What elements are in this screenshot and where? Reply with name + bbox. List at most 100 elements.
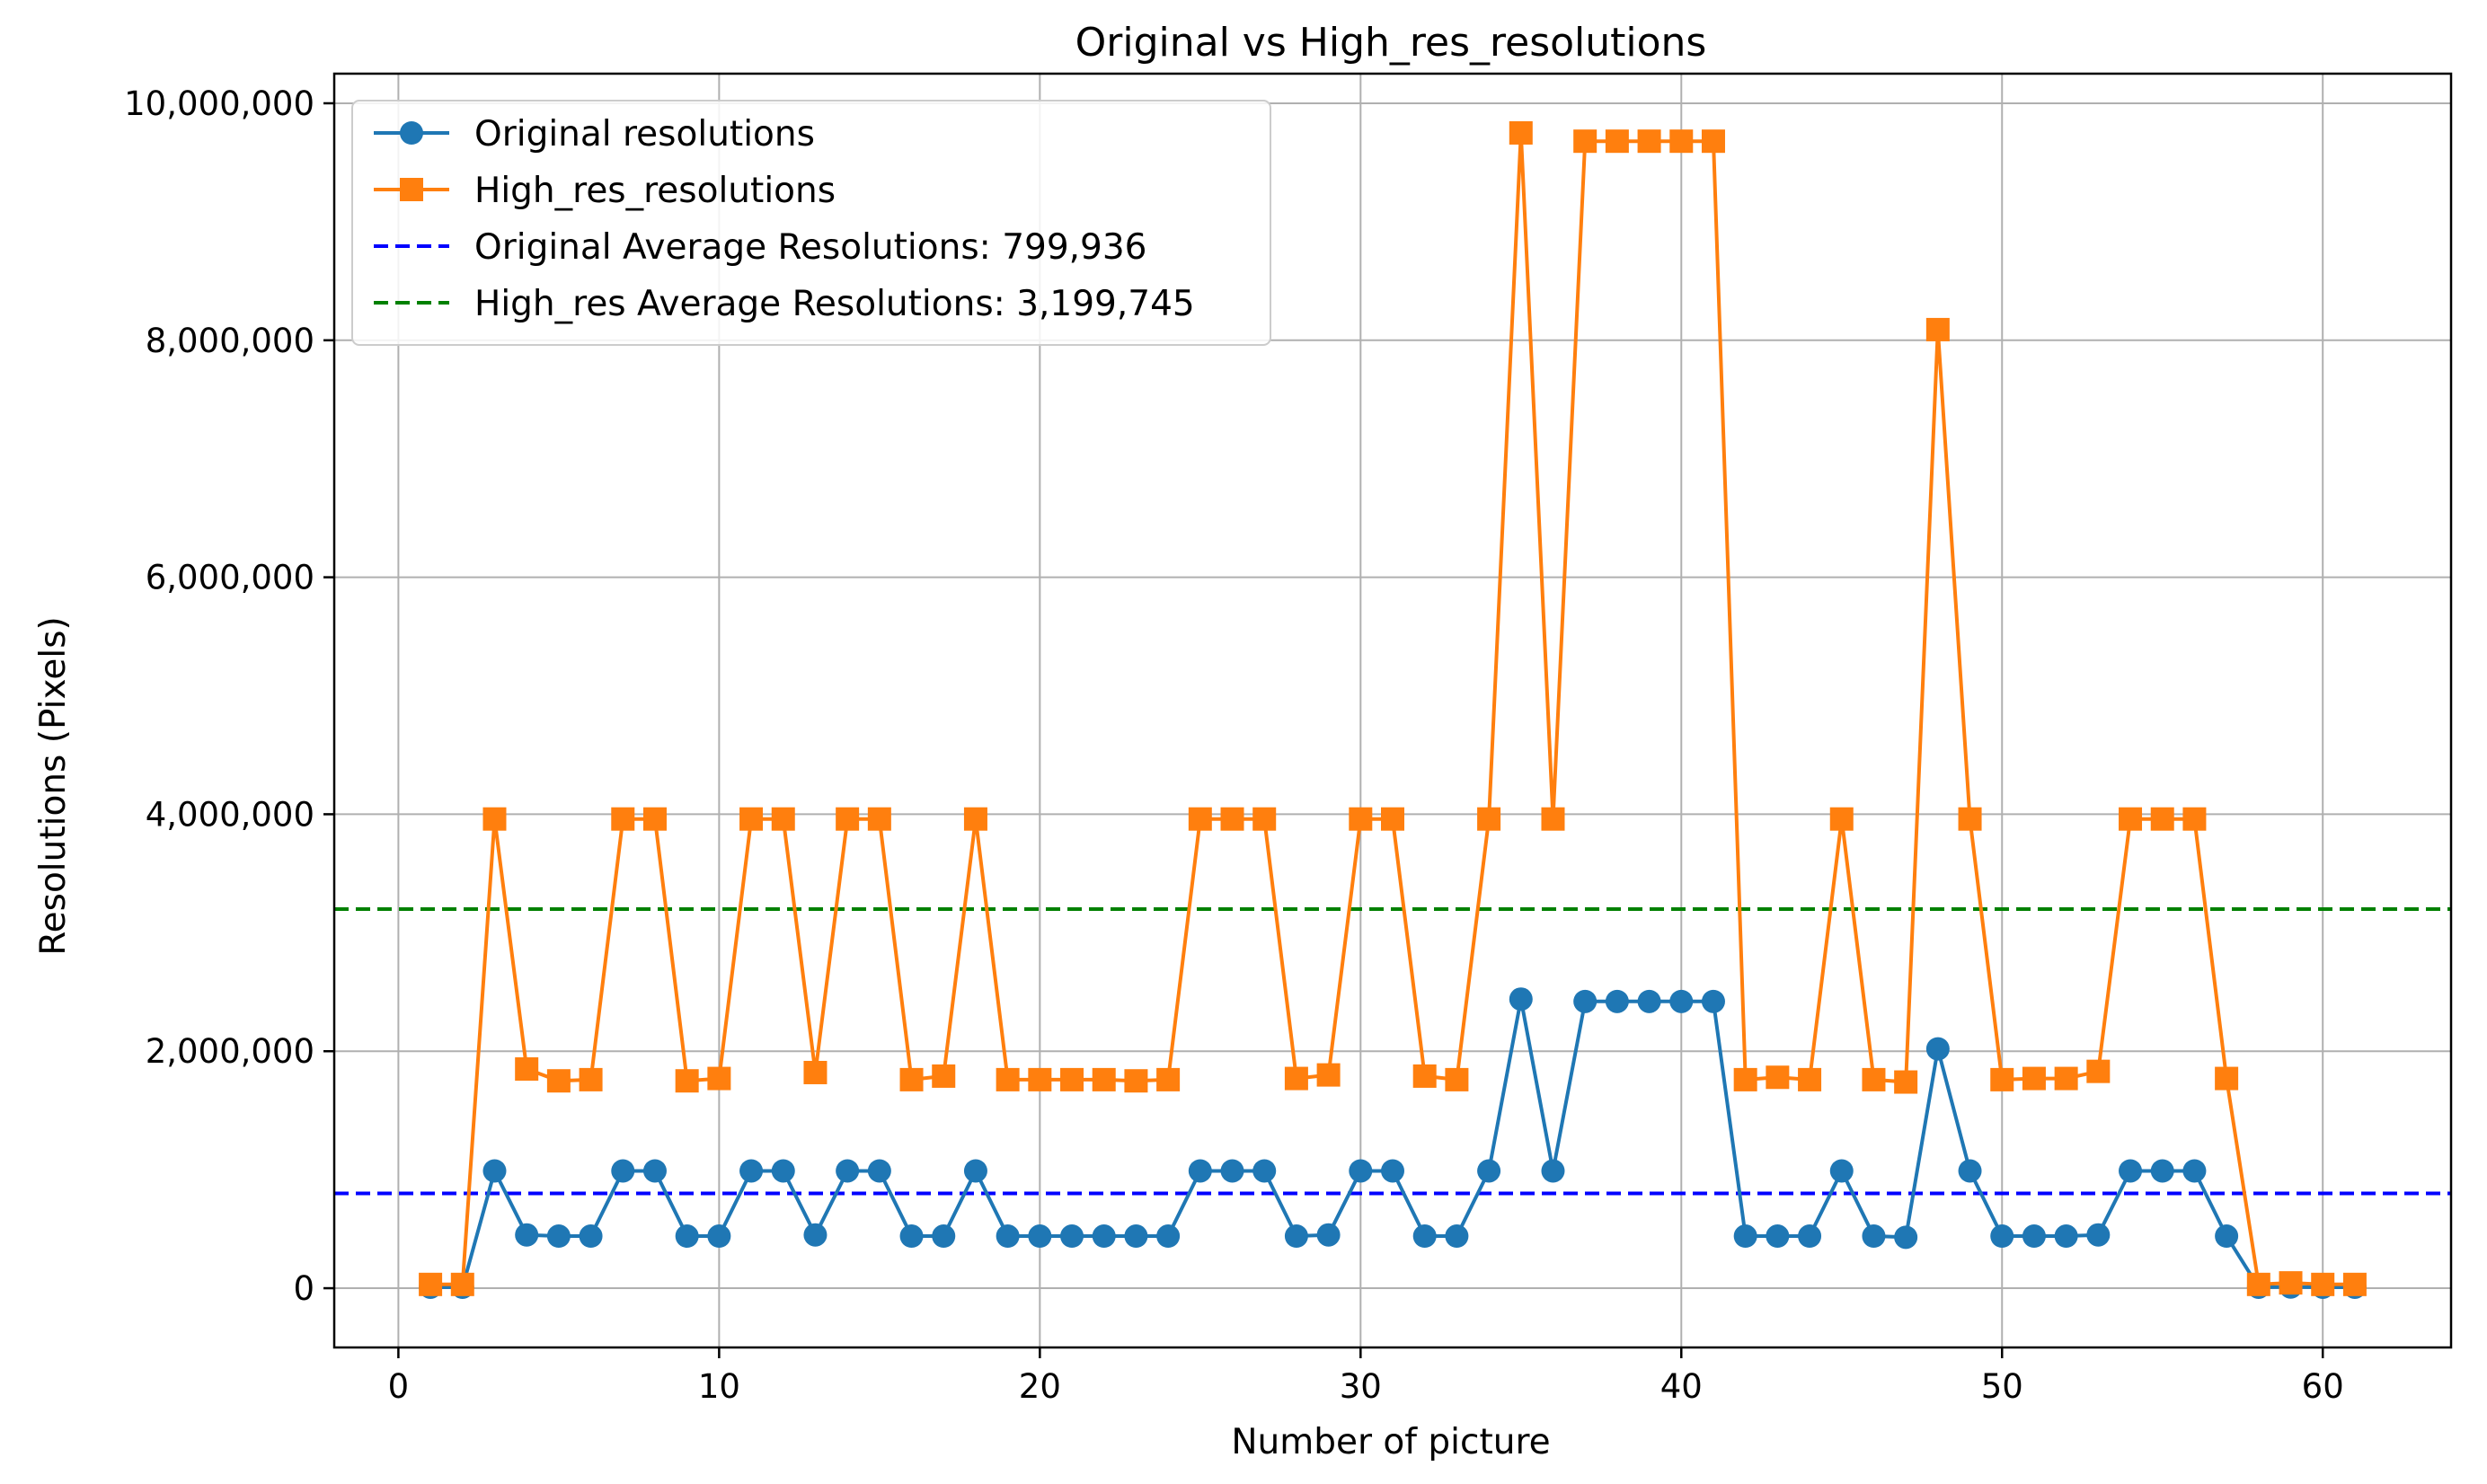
data-point <box>675 1224 699 1249</box>
data-point <box>1573 989 1598 1013</box>
data-point <box>1701 989 1725 1013</box>
data-point <box>2215 1224 2239 1249</box>
data-point <box>1156 1224 1181 1249</box>
data-point <box>1958 1159 1982 1183</box>
data-point <box>1958 807 1982 831</box>
data-point <box>2150 807 2174 831</box>
data-point <box>2279 1271 2303 1295</box>
data-point <box>1220 1159 1244 1183</box>
legend-label: Original Average Resolutions: 799,936 <box>474 227 1146 268</box>
data-point <box>482 807 507 831</box>
series-layer <box>419 120 2367 1299</box>
data-point <box>1284 1224 1308 1249</box>
series-square <box>419 120 2367 1296</box>
data-point <box>1509 987 1533 1011</box>
data-point <box>1894 1225 1918 1250</box>
data-point <box>1766 1224 1790 1249</box>
data-point <box>899 1067 924 1091</box>
data-point <box>1220 807 1244 831</box>
chart-title: Original vs High_res_resolutions <box>1075 20 1707 66</box>
data-point <box>1990 1067 2014 1091</box>
data-point <box>1862 1067 1886 1091</box>
data-point <box>642 1159 667 1183</box>
data-point <box>1445 1067 1469 1091</box>
data-point <box>2182 807 2207 831</box>
data-point <box>1605 989 1629 1013</box>
y-tick-label: 0 <box>293 1269 314 1308</box>
data-point <box>515 1057 539 1082</box>
x-tick-label: 30 <box>1340 1367 1382 1406</box>
data-point <box>1573 129 1598 154</box>
data-point <box>1798 1224 1822 1249</box>
data-point <box>546 1224 571 1249</box>
data-point <box>1669 989 1694 1013</box>
data-point <box>932 1224 956 1249</box>
legend-label: Original resolutions <box>474 114 815 155</box>
data-point <box>1541 1159 1565 1183</box>
data-point <box>1477 807 1501 831</box>
data-point <box>1252 1159 1277 1183</box>
y-axis-label: Resolutions (Pixels) <box>33 616 74 955</box>
data-point <box>803 1060 828 1084</box>
legend-label: High_res Average Resolutions: 3,199,745 <box>474 284 1195 324</box>
data-point <box>1124 1224 1148 1249</box>
y-tick-label: 4,000,000 <box>146 795 314 834</box>
data-point <box>1766 1065 1790 1090</box>
data-point <box>996 1067 1020 1091</box>
data-point <box>2119 1159 2143 1183</box>
data-point <box>867 1159 891 1183</box>
data-point <box>1028 1067 1052 1091</box>
data-point <box>1605 129 1629 154</box>
data-point <box>1445 1224 1469 1249</box>
data-point <box>1829 1159 1854 1183</box>
data-point <box>1092 1224 1116 1249</box>
data-point <box>1349 807 1373 831</box>
data-point <box>1028 1224 1052 1249</box>
data-point <box>1701 129 1725 154</box>
legend-box <box>351 100 1271 346</box>
y-tick-label: 6,000,000 <box>146 559 314 597</box>
data-point <box>803 1223 828 1247</box>
data-point <box>642 807 667 831</box>
data-point <box>515 1223 539 1247</box>
x-tick-label: 10 <box>698 1367 740 1406</box>
data-point <box>2182 1159 2207 1183</box>
data-point <box>1829 807 1854 831</box>
data-point <box>739 1159 764 1183</box>
data-point <box>2215 1066 2239 1091</box>
data-point <box>2054 1224 2078 1249</box>
data-point <box>771 1159 795 1183</box>
legend: Original resolutions High_res_resolutions… <box>351 100 1271 346</box>
data-point <box>867 807 891 831</box>
data-point <box>1862 1224 1886 1249</box>
data-point <box>611 807 635 831</box>
data-point <box>1894 1070 1918 1094</box>
y-tick-label: 2,000,000 <box>146 1032 314 1071</box>
y-tick-label: 8,000,000 <box>146 322 314 360</box>
data-point <box>579 1224 603 1249</box>
data-point <box>1060 1067 1084 1091</box>
data-point <box>1316 1223 1341 1247</box>
data-point <box>707 1224 731 1249</box>
data-point <box>1188 807 1212 831</box>
data-point <box>771 807 795 831</box>
data-point <box>1733 1067 1757 1091</box>
x-tick-label: 40 <box>1660 1367 1703 1406</box>
data-point <box>1412 1224 1437 1249</box>
data-point <box>419 1272 443 1296</box>
data-point <box>1990 1224 2014 1249</box>
data-point <box>1798 1067 1822 1091</box>
data-point <box>1669 129 1694 154</box>
data-point <box>836 807 860 831</box>
plot-frame <box>332 72 2453 1349</box>
data-point <box>2086 1223 2111 1247</box>
data-point <box>1381 807 1404 831</box>
x-tick-label: 50 <box>1981 1367 2023 1406</box>
axis-ticks: 0 10 20 30 40 50 60 0 2,000,000 4,000,000 6,000,00… <box>124 84 2344 1406</box>
reference-lines <box>334 906 2451 1196</box>
data-point <box>2022 1224 2046 1249</box>
data-point <box>1477 1159 1501 1183</box>
data-point <box>1060 1224 1084 1249</box>
x-axis-label: Number of picture <box>1231 1422 1550 1462</box>
